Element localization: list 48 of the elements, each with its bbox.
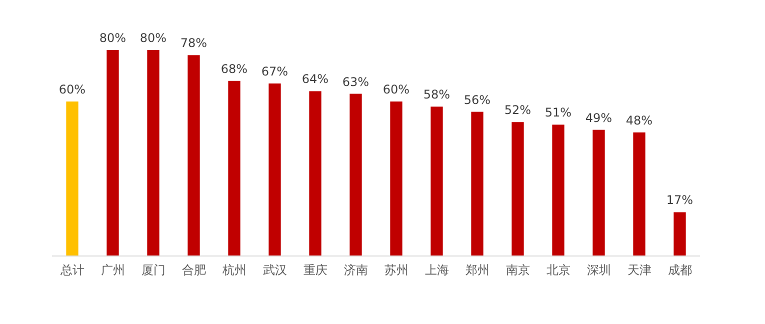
data-label: 51% — [544, 106, 572, 120]
bar — [471, 112, 484, 256]
x-tick-label: 杭州 — [221, 263, 246, 277]
x-tick-label: 武汉 — [262, 263, 287, 277]
bar — [350, 94, 362, 256]
data-label: 49% — [585, 110, 612, 125]
x-tick-label: 总计 — [59, 263, 84, 277]
bar — [66, 102, 78, 256]
data-label: 68% — [220, 62, 248, 76]
bar — [552, 124, 564, 256]
x-tick-label: 成都 — [668, 263, 692, 277]
bar — [309, 91, 322, 256]
data-label: 80% — [99, 31, 126, 45]
x-tick-label: 深圳 — [586, 263, 611, 277]
x-tick-label: 上海 — [424, 263, 449, 277]
data-label: 67% — [261, 64, 288, 78]
x-tick-label: 南京 — [506, 263, 530, 277]
x-tick-label: 郑州 — [465, 263, 490, 277]
bar — [147, 50, 160, 256]
x-tick-label: 广州 — [100, 263, 125, 277]
x-tick-label: 天津 — [627, 263, 652, 277]
data-label: 63% — [342, 74, 370, 89]
bar — [228, 80, 240, 256]
data-label: 52% — [504, 103, 532, 118]
data-label: 80% — [140, 31, 167, 45]
bar — [633, 132, 646, 256]
bar — [268, 83, 281, 256]
bar — [592, 130, 605, 256]
data-label: 17% — [666, 193, 694, 208]
bar — [430, 106, 443, 256]
data-label: 78% — [180, 36, 208, 50]
x-tick-label: 合肥 — [182, 263, 206, 277]
bar — [674, 212, 686, 256]
x-tick-label: 苏州 — [384, 263, 408, 277]
data-label: 60% — [58, 82, 86, 96]
x-tick-label: 北京 — [546, 263, 570, 277]
data-label: 56% — [464, 92, 491, 107]
data-label: 60% — [382, 82, 410, 96]
x-tick-label: 厦门 — [141, 263, 166, 277]
bar — [188, 55, 200, 256]
x-tick-label: 济南 — [344, 263, 368, 277]
data-label: 64% — [302, 72, 329, 86]
bar — [106, 50, 119, 256]
bar — [512, 122, 524, 256]
x-tick-label: 重庆 — [303, 263, 328, 277]
data-label: 48% — [626, 113, 653, 128]
bar — [390, 102, 402, 256]
data-label: 58% — [423, 88, 450, 102]
